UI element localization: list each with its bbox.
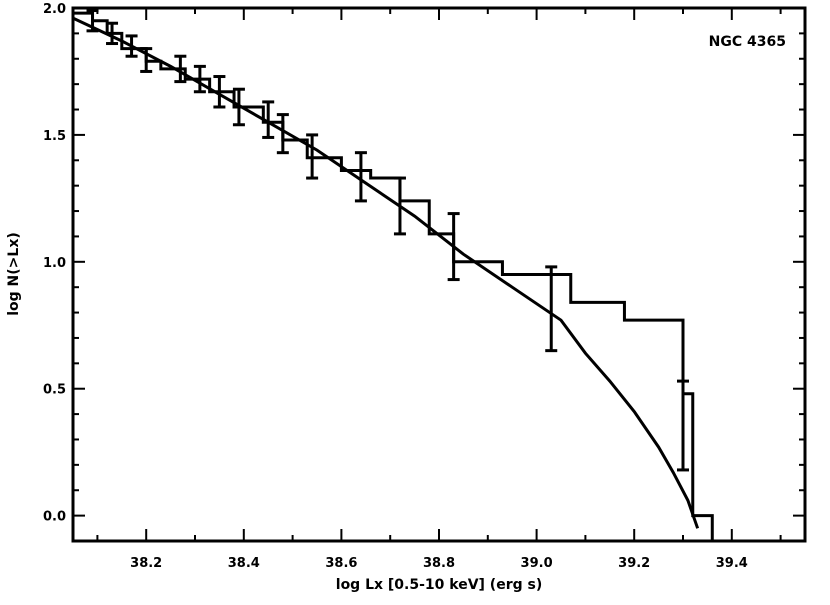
series-layer bbox=[72, 11, 727, 543]
error-bar bbox=[213, 75, 226, 109]
x-tick-label: 39.4 bbox=[716, 556, 748, 571]
error-bar bbox=[276, 113, 289, 155]
axis-ticks bbox=[73, 7, 805, 542]
error-bar bbox=[677, 379, 689, 472]
error-bar bbox=[125, 34, 138, 58]
cumulative-step-line bbox=[73, 11, 727, 543]
error-bar bbox=[140, 47, 153, 73]
error-bar bbox=[193, 64, 206, 94]
y-axis-title: log N(>Lx) bbox=[6, 232, 22, 316]
y-tick-label: 0.0 bbox=[43, 510, 66, 525]
error-bar bbox=[545, 265, 558, 353]
error-bar bbox=[393, 176, 406, 236]
y-tick-label: 2.0 bbox=[43, 2, 66, 17]
error-bar bbox=[174, 54, 187, 84]
model-curve bbox=[72, 16, 700, 529]
error-bar bbox=[306, 133, 319, 180]
error-bar bbox=[354, 151, 367, 203]
y-tick-label: 1.0 bbox=[43, 256, 66, 271]
error-bars bbox=[86, 9, 689, 472]
error-bar bbox=[447, 212, 460, 282]
y-tick-label: 1.5 bbox=[43, 129, 66, 144]
galaxy-annotation: NGC 4365 bbox=[709, 34, 786, 50]
x-tick-label: 38.6 bbox=[325, 556, 357, 571]
error-bar bbox=[86, 9, 99, 33]
y-tick-labels: 0.0 0.5 1.0 1.5 2.0 bbox=[43, 2, 66, 525]
x-tick-label: 38.4 bbox=[228, 556, 260, 571]
x-tick-label: 38.8 bbox=[423, 556, 455, 571]
error-bar bbox=[232, 87, 245, 127]
x-tick-label: 39.0 bbox=[521, 556, 553, 571]
x-tick-label: 39.2 bbox=[618, 556, 650, 571]
error-bar bbox=[106, 21, 119, 46]
y-tick-label: 0.5 bbox=[43, 383, 66, 398]
error-bar bbox=[262, 100, 275, 139]
x-axis-title: log Lx [0.5-10 keV] (erg s) bbox=[336, 577, 542, 593]
plot-frame bbox=[71, 6, 807, 543]
x-tick-labels: 38.2 38.4 38.6 38.8 39.0 39.2 39.4 bbox=[130, 556, 748, 571]
x-tick-label: 38.2 bbox=[130, 556, 162, 571]
